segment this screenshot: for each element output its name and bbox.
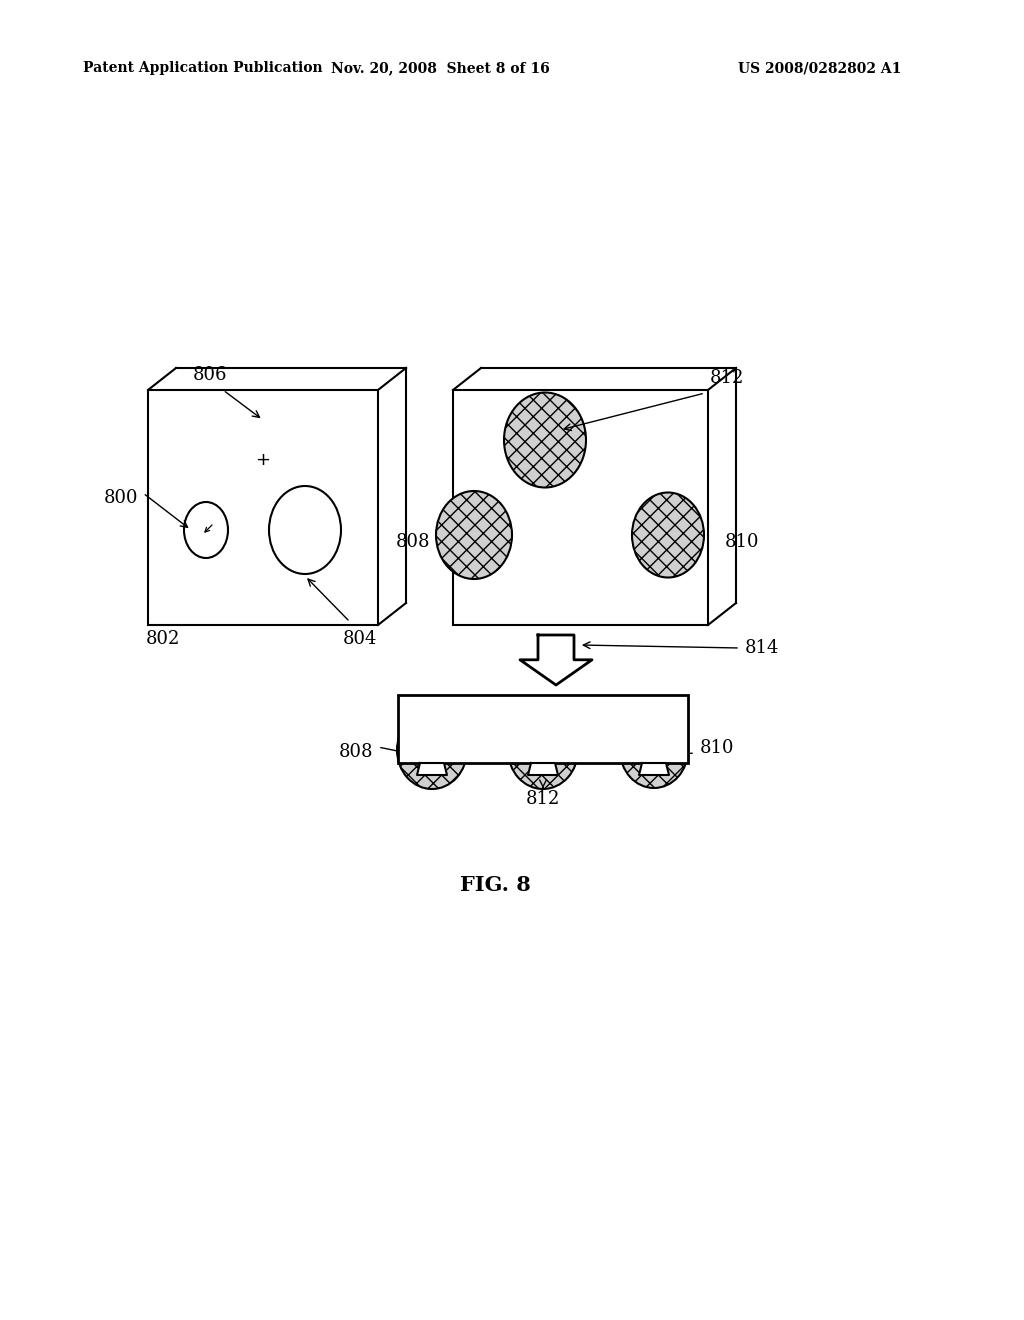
Polygon shape	[520, 635, 592, 685]
Ellipse shape	[620, 711, 688, 788]
Ellipse shape	[632, 492, 705, 578]
Ellipse shape	[504, 392, 586, 487]
Text: 800: 800	[103, 488, 138, 507]
Text: 810: 810	[700, 739, 734, 756]
Text: 810: 810	[725, 533, 760, 550]
Bar	[148, 389, 378, 624]
Polygon shape	[528, 763, 558, 775]
Text: 804: 804	[343, 630, 377, 648]
Polygon shape	[417, 763, 447, 775]
Ellipse shape	[184, 502, 228, 558]
Text: 814: 814	[745, 639, 779, 657]
Ellipse shape	[397, 711, 467, 789]
Text: 802: 802	[145, 630, 180, 648]
Ellipse shape	[508, 711, 578, 789]
Text: Patent Application Publication: Patent Application Publication	[83, 61, 323, 75]
Text: FIG. 8: FIG. 8	[460, 875, 530, 895]
Bar	[398, 696, 688, 763]
Ellipse shape	[436, 491, 512, 579]
Text: Nov. 20, 2008  Sheet 8 of 16: Nov. 20, 2008 Sheet 8 of 16	[331, 61, 550, 75]
Ellipse shape	[269, 486, 341, 574]
Bar	[453, 389, 708, 624]
Text: +: +	[256, 451, 270, 469]
Text: 808: 808	[339, 743, 373, 762]
Polygon shape	[639, 763, 669, 775]
Text: 812: 812	[710, 370, 744, 387]
Text: 812: 812	[525, 789, 560, 808]
Text: US 2008/0282802 A1: US 2008/0282802 A1	[737, 61, 901, 75]
Text: 806: 806	[193, 366, 227, 384]
Text: 808: 808	[395, 533, 430, 550]
